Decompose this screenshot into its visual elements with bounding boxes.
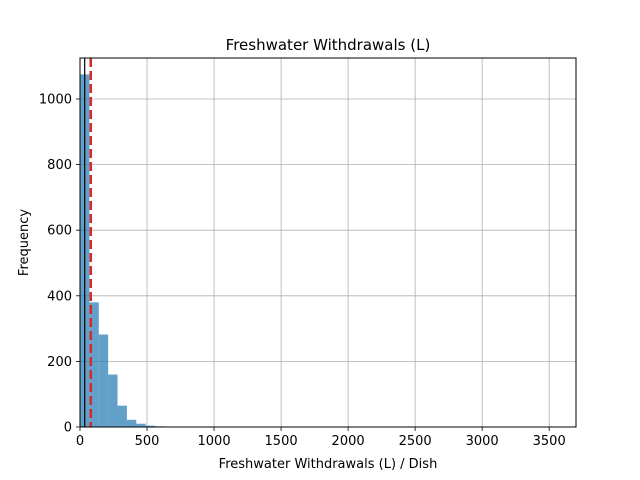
y-tick-label: 600 [47,224,72,239]
histogram-bar [98,334,109,427]
y-tick-label: 1000 [39,93,72,108]
axis-ticks: 0 500 1000 1500 2000 2500 3000 3500 0 200 400 600 80… [39,93,566,450]
x-tick-label: 1000 [198,434,231,449]
x-tick-label: 2500 [399,434,432,449]
x-tick-label: 3000 [466,434,499,449]
y-tick-label: 400 [47,289,72,304]
histogram-bar [89,302,99,427]
chart-title: Freshwater Withdrawals (L) [226,36,431,54]
histogram-bar [108,374,118,427]
y-tick-label: 800 [47,158,72,173]
histogram-bar [117,405,127,427]
y-tick-label: 0 [64,421,72,436]
histogram-bar [145,425,156,427]
x-tick-label: 3500 [533,434,566,449]
histogram-bar [126,419,137,427]
x-tick-label: 1500 [265,434,298,449]
plot-area-frame [79,57,577,428]
x-tick-label: 0 [76,434,84,449]
y-axis-label: Frequency [17,209,32,276]
y-tick-label: 200 [47,355,72,370]
reference-lines [84,58,92,427]
histogram-bar [136,423,146,427]
x-tick-label: 2000 [332,434,365,449]
x-axis-label: Freshwater Withdrawals (L) / Dish [219,457,438,472]
x-tick-label: 500 [135,434,160,449]
